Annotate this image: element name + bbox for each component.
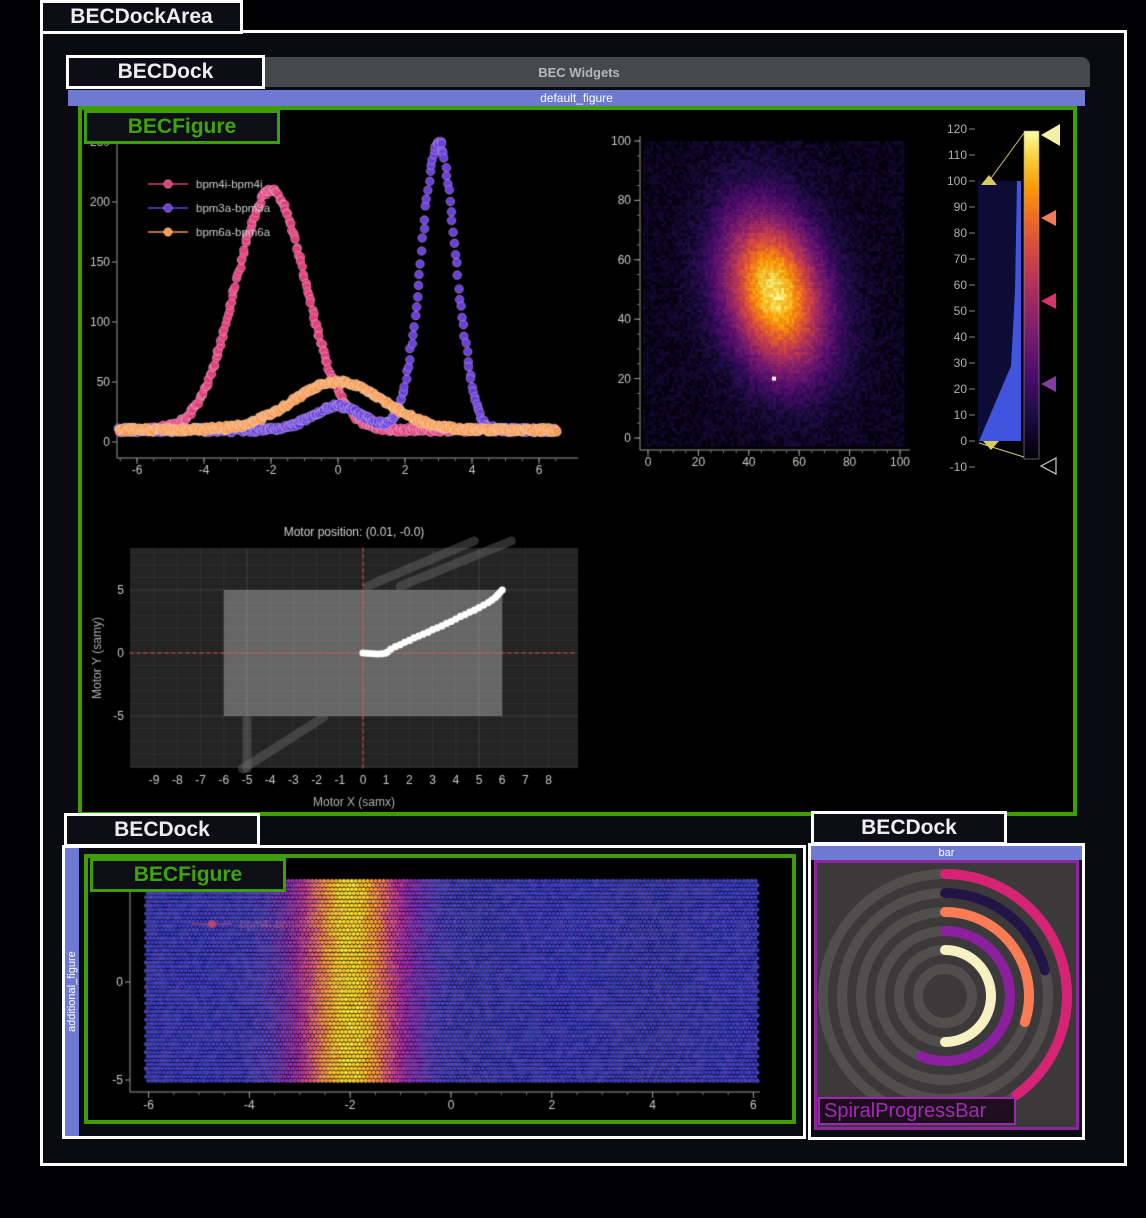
svg-text:70: 70	[954, 252, 968, 266]
bottom-left-dock-label-text: BECDock	[114, 818, 210, 841]
waveform-plot[interactable]	[86, 126, 591, 478]
spiral-widget-label-text: SpiralProgressBar	[824, 1099, 987, 1122]
scan-scatter-plot[interactable]	[92, 862, 788, 1118]
svg-text:10: 10	[954, 408, 968, 422]
bottom-right-dock-tab-text: bar	[938, 847, 955, 859]
bottom-left-dock: BECDock additional_figure BECFigure	[43, 803, 806, 1163]
top-figure-label-text: BECFigure	[127, 115, 237, 138]
motor-map-plot[interactable]	[88, 522, 588, 814]
bottom-right-dock-frame: bar SpiralProgressBar	[808, 843, 1085, 1140]
colorbar-widget[interactable]: 120 110 100 90 80 70 60 50 40 30 20 10 0 -10	[929, 114, 1071, 486]
svg-text:50: 50	[954, 304, 968, 318]
dockarea-label: BECDockArea	[40, 0, 243, 34]
spiral-progress-widget: SpiralProgressBar	[814, 860, 1079, 1130]
bottom-right-dock-label-text: BECDock	[861, 816, 957, 839]
top-dock: BEC Widgets BECDock default_figure BECFi…	[43, 33, 1124, 823]
bottom-right-dock-label[interactable]: BECDock	[811, 811, 1007, 845]
svg-text:80: 80	[954, 226, 968, 240]
svg-text:110: 110	[948, 148, 967, 162]
svg-text:40: 40	[954, 330, 968, 344]
bottom-left-dock-frame: additional_figure BECFigure	[62, 845, 806, 1139]
bottom-right-dock: BECDock bar SpiralProgressBar	[803, 803, 1124, 1178]
bottom-figure-label: BECFigure	[90, 858, 286, 892]
top-dock-tab[interactable]: default_figure	[68, 90, 1085, 106]
spiral-widget-label: SpiralProgressBar	[818, 1097, 1016, 1125]
svg-text:60: 60	[954, 278, 968, 292]
heatmap-plot[interactable]	[592, 118, 944, 478]
bottom-left-dock-tab-text: additional_figure	[66, 951, 78, 1033]
bottom-left-dock-tab[interactable]: additional_figure	[65, 848, 79, 1136]
bottom-figure: BECFigure	[84, 854, 796, 1124]
bottom-figure-label-text: BECFigure	[133, 863, 243, 886]
top-dock-title: BEC Widgets	[538, 64, 620, 80]
bottom-left-dock-label[interactable]: BECDock	[64, 813, 260, 847]
svg-text:120: 120	[947, 122, 967, 136]
bottom-right-dock-tab[interactable]: bar	[811, 846, 1082, 860]
svg-text:100: 100	[947, 174, 967, 188]
spiral-progress-bar[interactable]	[817, 863, 1076, 1127]
svg-text:20: 20	[954, 382, 968, 396]
top-dock-tab-text: default_figure	[540, 91, 613, 105]
svg-text:90: 90	[954, 200, 968, 214]
dock-area: BEC Widgets BECDock default_figure BECFi…	[40, 30, 1127, 1166]
dockarea-label-text: BECDockArea	[70, 5, 213, 28]
top-dock-label-text: BECDock	[117, 60, 214, 83]
top-dock-label[interactable]: BECDock	[66, 55, 265, 89]
svg-text:0: 0	[960, 434, 967, 448]
svg-text:-10: -10	[950, 460, 968, 474]
svg-text:30: 30	[954, 356, 968, 370]
top-figure-label: BECFigure	[84, 110, 280, 144]
top-figure: BECFigure 120 110 100 90 80 70 60 50 40 30 20 10 0 -1…	[78, 106, 1077, 816]
